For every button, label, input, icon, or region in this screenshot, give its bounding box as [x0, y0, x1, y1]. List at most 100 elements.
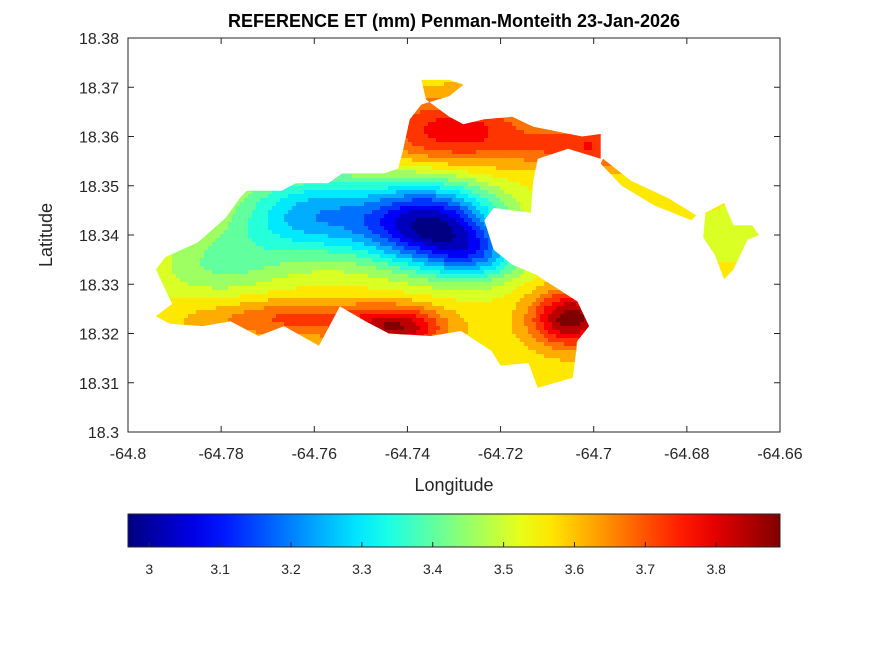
heat-cell [248, 314, 253, 319]
heat-cell [328, 186, 333, 191]
heat-cell [284, 198, 289, 203]
heat-cell [240, 194, 245, 199]
heat-cell [292, 246, 297, 251]
heat-cell [260, 254, 265, 259]
heat-cell [228, 318, 233, 323]
heat-cell [252, 286, 257, 291]
heat-cell [260, 326, 265, 331]
heat-cell [288, 246, 293, 251]
heat-cell [276, 202, 281, 207]
heat-cell [320, 278, 325, 283]
heat-cell [216, 302, 221, 307]
heat-cell [316, 266, 321, 271]
heat-cell [308, 194, 313, 199]
heat-cell [200, 274, 205, 279]
heat-cell [296, 218, 301, 223]
heat-cell [284, 202, 289, 207]
heat-cell [308, 306, 313, 311]
heat-cell [232, 218, 237, 223]
heat-cell [248, 310, 253, 315]
heat-cell [280, 262, 285, 267]
heat-cell [176, 250, 181, 255]
heat-cell [280, 298, 285, 303]
heat-cell [216, 310, 221, 315]
heat-cell [240, 266, 245, 271]
heat-cell [256, 274, 261, 279]
heat-cell [220, 250, 225, 255]
heat-cell [252, 330, 257, 335]
heat-cell [316, 230, 321, 235]
heat-cell [276, 234, 281, 239]
heat-cell [164, 310, 169, 315]
heat-cell [264, 226, 269, 231]
heat-cell [292, 310, 297, 315]
heat-cell [160, 278, 165, 283]
heat-cell [324, 218, 329, 223]
heat-cell [220, 222, 225, 227]
heat-cell [284, 274, 289, 279]
heat-cell [292, 242, 297, 247]
heat-cell [324, 254, 329, 259]
heat-cell [320, 222, 325, 227]
heat-cell [252, 250, 257, 255]
heat-cell [280, 214, 285, 219]
heat-cell [208, 298, 213, 303]
heat-cell [236, 238, 241, 243]
heat-cell [324, 230, 329, 235]
heat-cell [260, 314, 265, 319]
heat-cell [276, 298, 281, 303]
heat-cell [248, 194, 253, 199]
heat-cell [316, 318, 321, 323]
heat-cell [316, 198, 321, 203]
heat-cell [280, 266, 285, 271]
heat-cell [268, 298, 273, 303]
heat-cell [272, 238, 277, 243]
heat-cell [244, 278, 249, 283]
heat-cell [300, 286, 305, 291]
heat-cell [292, 218, 297, 223]
heat-cell [172, 282, 177, 287]
heat-cell [244, 302, 249, 307]
heat-cell [248, 258, 253, 263]
heat-cell [232, 286, 237, 291]
heat-cell [264, 254, 269, 259]
heat-cell [168, 274, 173, 279]
heat-cell [284, 314, 289, 319]
heat-cell [164, 266, 169, 271]
heat-cell [236, 206, 241, 211]
heat-cell [228, 250, 233, 255]
heat-cell [304, 282, 309, 287]
heat-cell [220, 246, 225, 251]
heat-cell [164, 318, 169, 323]
heat-cell [220, 258, 225, 263]
heat-cell [232, 250, 237, 255]
heat-cell [276, 294, 281, 299]
heat-cell [264, 322, 269, 327]
heat-cell [260, 318, 265, 323]
heat-cell [280, 234, 285, 239]
heat-cell [276, 278, 281, 283]
heat-cell [228, 306, 233, 311]
heat-cell [260, 286, 265, 291]
heat-cell [220, 226, 225, 231]
heat-cell [280, 238, 285, 243]
heat-cell [192, 266, 197, 271]
heat-cell [292, 190, 297, 195]
heat-cell [264, 230, 269, 235]
heat-cell [308, 246, 313, 251]
heat-cell [284, 230, 289, 235]
heat-cell [300, 294, 305, 299]
heat-cell [316, 310, 321, 315]
heat-cell [248, 250, 253, 255]
heat-cell [304, 326, 309, 331]
heat-cell [236, 226, 241, 231]
heat-cell [192, 298, 197, 303]
heat-cell [228, 262, 233, 267]
heat-cell [296, 310, 301, 315]
heat-cell [288, 326, 293, 331]
heat-cell [192, 242, 197, 247]
heat-cell [320, 182, 325, 187]
heat-cell [188, 310, 193, 315]
heat-cell [316, 326, 321, 331]
heat-cell [244, 314, 249, 319]
